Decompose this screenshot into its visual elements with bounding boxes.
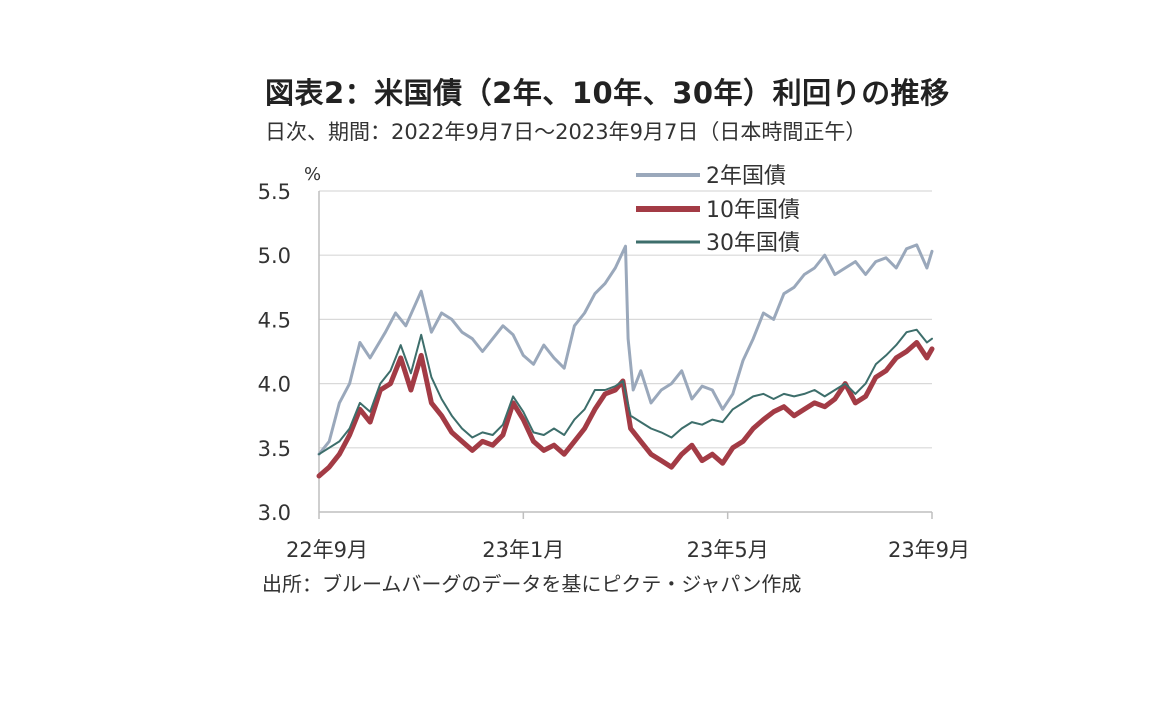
chart-subtitle: 日次、期間：2022年9月7日～2023年9月7日（日本時間正午） (265, 120, 867, 144)
series-line-3 (318, 328, 933, 456)
chart-title: 図表2：米国債（2年、10年、30年）利回りの推移 (265, 76, 950, 110)
y-unit-label: % (304, 164, 321, 185)
y-tick-label: 4.0 (258, 373, 291, 397)
series-lines (316, 243, 935, 479)
legend-label: 2年国債 (706, 164, 786, 189)
y-tick-label: 3.0 (258, 501, 291, 525)
legend-label: 30年国債 (706, 231, 800, 256)
x-tick-label: 22年9月 (286, 538, 368, 562)
series-line-2 (316, 340, 935, 479)
grid-lines (319, 190, 932, 449)
legend: 2年国債 10年国債 30年国債 (636, 164, 800, 256)
y-tick-label: 3.5 (258, 437, 291, 461)
legend-label: 10年国債 (706, 198, 800, 223)
series-line-1 (317, 243, 934, 456)
y-tick-label: 5.0 (258, 244, 291, 268)
axes: 3.0 3.5 4.0 4.5 5.0 5.5% 22年9月 23年1月 23年5月 23年9月 (258, 164, 970, 562)
y-tick-label: 5.5 (258, 180, 291, 204)
y-tick-label: 4.5 (258, 308, 291, 332)
source-note: 出所：ブルームバーグのデータを基にピクテ・ジャパン作成 (262, 572, 802, 596)
x-tick-label: 23年5月 (687, 538, 769, 562)
x-tick-label: 23年1月 (482, 538, 564, 562)
x-tick-label: 23年9月 (888, 538, 970, 562)
